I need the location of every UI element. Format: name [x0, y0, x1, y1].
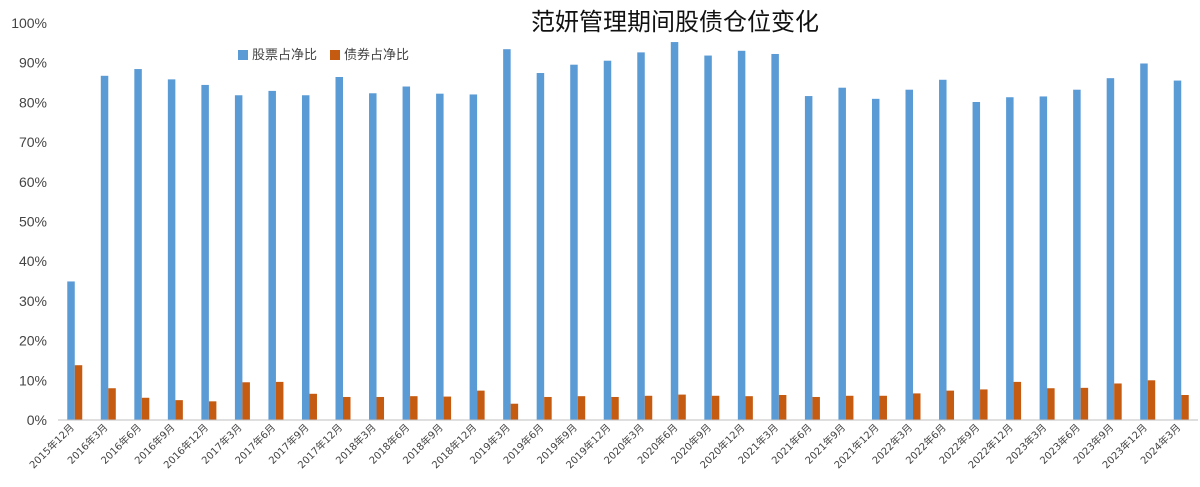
bar-stock	[570, 64, 578, 420]
bar-bond	[275, 381, 284, 420]
bar-stock	[804, 96, 813, 421]
bar-bond	[1047, 388, 1055, 420]
bar-stock	[301, 95, 310, 420]
bar-stock	[335, 76, 343, 421]
legend-swatch-bond	[330, 50, 340, 60]
legend: 股票占净比 债券占净比	[238, 47, 409, 63]
bar-bond	[141, 397, 150, 420]
bar-stock	[536, 73, 545, 421]
bar-bond	[544, 396, 552, 420]
bar-stock	[201, 84, 209, 421]
bar-stock	[402, 86, 411, 421]
bar-stock	[1073, 89, 1081, 420]
bar-stock	[838, 87, 846, 421]
bar-bond	[778, 394, 787, 420]
bar-bond	[913, 393, 921, 420]
bar-stock	[1106, 78, 1115, 421]
bar-bond	[443, 396, 452, 420]
bar-bond	[309, 393, 317, 420]
bar-stock	[905, 89, 913, 420]
bar-stock	[603, 60, 612, 421]
y-tick-label: 80%	[19, 94, 47, 110]
bar-stock	[637, 52, 645, 420]
bar-bond	[745, 396, 753, 420]
y-tick-label: 70%	[19, 134, 47, 150]
bar-bond	[845, 395, 854, 420]
bar-stock	[167, 79, 176, 421]
bar-bond	[343, 396, 351, 420]
bar-bond	[644, 395, 653, 420]
y-tick-label: 10%	[19, 372, 47, 388]
bar-bond	[1080, 387, 1089, 420]
y-tick-label: 40%	[19, 253, 47, 269]
bars-group	[67, 42, 1189, 421]
bar-bond	[108, 388, 116, 420]
bar-stock	[771, 53, 779, 420]
y-tick-label: 20%	[19, 333, 47, 349]
bar-bond	[611, 396, 619, 420]
bar-bond	[1114, 383, 1122, 420]
bar-bond	[1013, 381, 1022, 420]
bar-stock	[704, 55, 712, 421]
bar-stock	[972, 102, 981, 420]
bar-bond	[510, 403, 519, 420]
bar-bond	[242, 382, 250, 420]
bar-bond	[175, 400, 183, 420]
x-axis: 2015年12月2016年3月2016年6月2016年9月2016年12月201…	[27, 421, 1184, 471]
bar-bond	[74, 365, 83, 420]
bar-stock	[369, 93, 377, 421]
y-tick-label: 100%	[11, 15, 47, 31]
legend-label-bond: 债券占净比	[344, 47, 409, 63]
bar-stock	[268, 90, 276, 420]
bar-bond	[208, 401, 217, 420]
bar-stock	[670, 42, 679, 421]
bar-bond	[1181, 394, 1189, 420]
y-axis: 0% 10% 20% 30% 40% 50% 60% 70% 80% 90% 100%	[11, 15, 47, 428]
bar-bond	[980, 389, 988, 420]
bar-stock	[100, 75, 109, 421]
bar-bond	[678, 394, 686, 420]
bar-stock	[134, 69, 142, 421]
bar-bond	[477, 390, 485, 420]
chart-title: 范妍管理期间股债仓位变化	[531, 8, 819, 36]
bar-bond	[577, 396, 586, 420]
bar-bond	[812, 396, 820, 420]
bar-bond	[410, 396, 418, 420]
bar-stock	[67, 281, 75, 420]
bar-stock	[234, 95, 243, 420]
bar-stock	[1140, 63, 1148, 421]
bar-stock	[737, 50, 746, 420]
bar-bond	[946, 390, 955, 420]
bar-stock	[1173, 80, 1182, 420]
y-tick-label: 30%	[19, 293, 47, 309]
y-tick-label: 90%	[19, 55, 47, 71]
y-tick-label: 0%	[27, 412, 47, 428]
bar-bond	[376, 396, 385, 420]
bar-bond	[879, 395, 887, 420]
y-tick-label: 50%	[19, 214, 47, 230]
bar-bond	[1147, 380, 1156, 420]
legend-label-stock: 股票占净比	[252, 48, 317, 63]
bar-stock	[939, 79, 947, 421]
bar-stock	[1006, 97, 1014, 421]
bar-stock	[871, 98, 880, 420]
bar-bond	[711, 395, 720, 420]
bar-stock	[436, 93, 444, 421]
bar-stock	[469, 94, 478, 421]
y-tick-label: 60%	[19, 174, 47, 190]
bar-stock	[1039, 96, 1048, 420]
bar-stock	[503, 49, 511, 420]
legend-swatch-stock	[238, 50, 248, 60]
